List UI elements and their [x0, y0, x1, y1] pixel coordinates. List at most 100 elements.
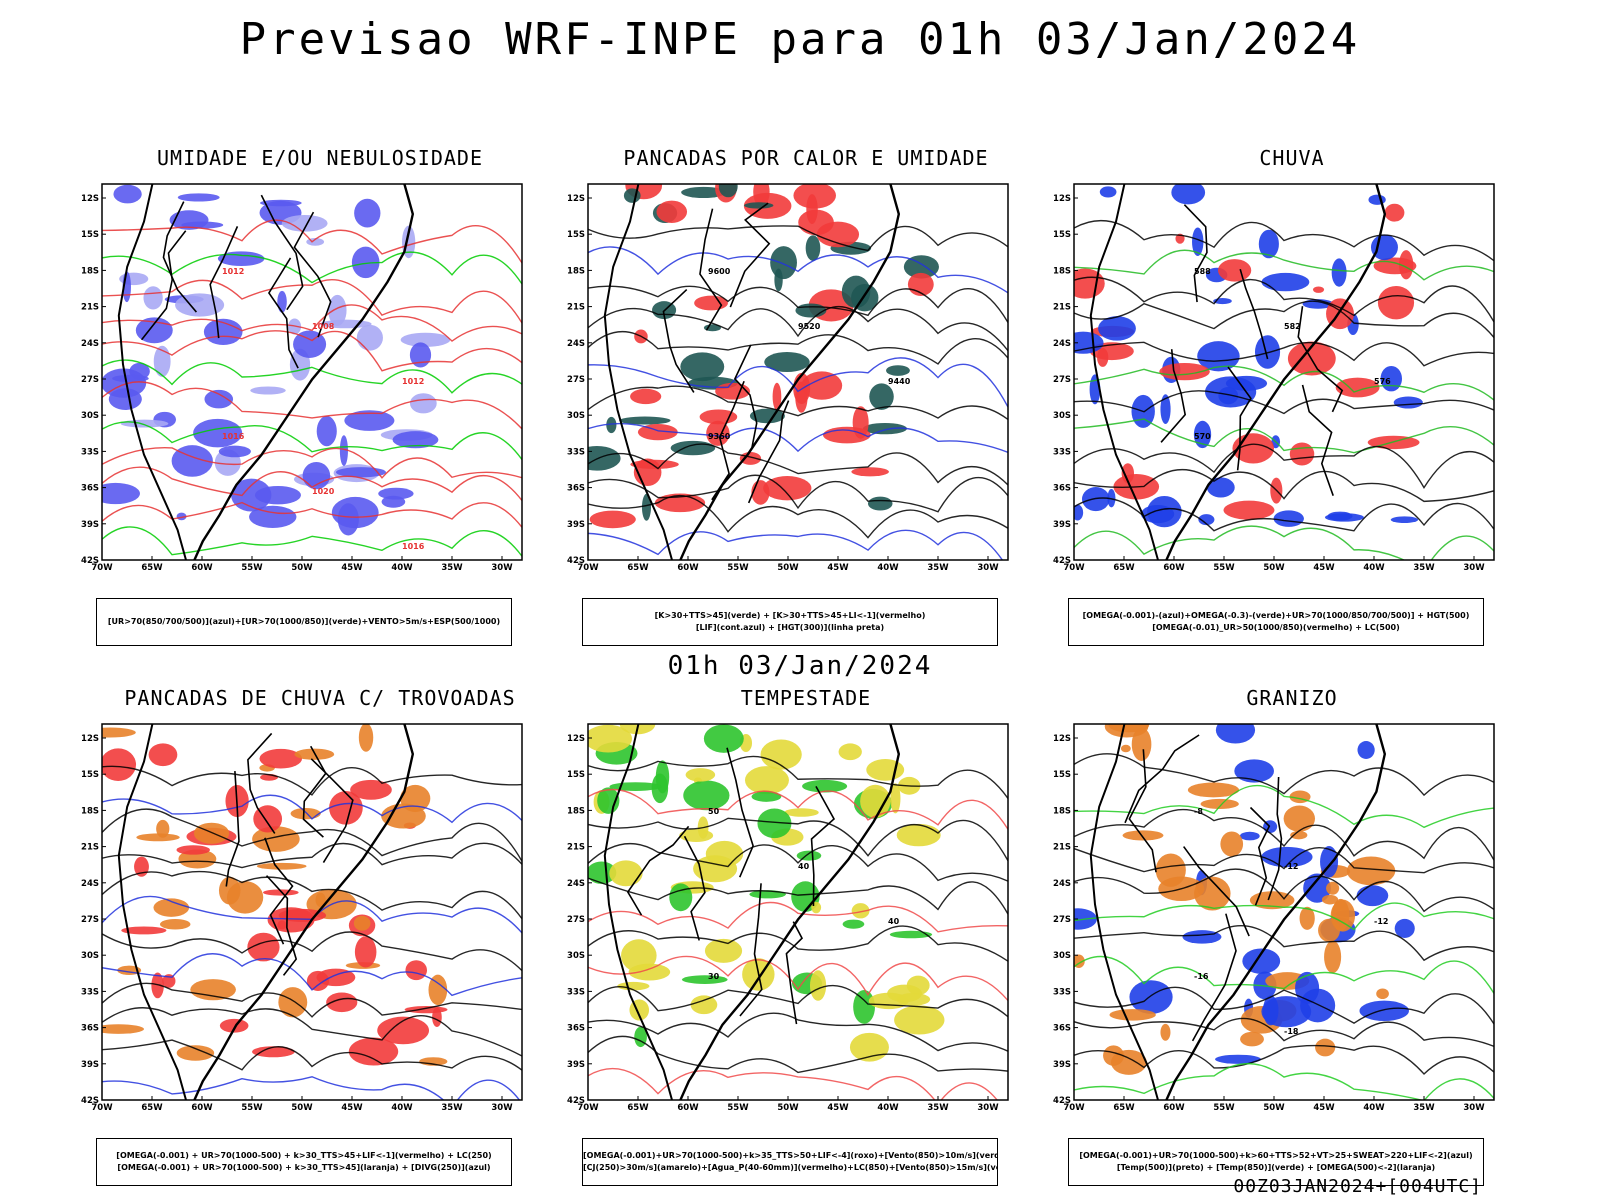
- lat-label: 42S: [567, 556, 585, 566]
- coastline-east: [1165, 184, 1387, 560]
- fill-region: [770, 246, 797, 280]
- fill-region: [609, 860, 643, 887]
- fill-region: [153, 345, 171, 377]
- lat-label: 21S: [1053, 843, 1071, 853]
- lon-label: 40W: [1363, 563, 1385, 573]
- fill-region: [252, 826, 300, 852]
- lat-label: 15S: [567, 230, 585, 240]
- coastline-west: [1089, 724, 1159, 1100]
- lat-label: 36S: [81, 1024, 99, 1034]
- fill-region: [694, 295, 728, 311]
- fill-region: [1225, 375, 1268, 391]
- lat-label: 42S: [1053, 1096, 1071, 1106]
- lat-label: 18S: [567, 806, 585, 816]
- fill-region: [867, 496, 893, 511]
- fill-region: [851, 903, 870, 919]
- lon-label: 65W: [141, 563, 163, 573]
- fill-region: [102, 1024, 144, 1034]
- fill-region: [641, 493, 651, 521]
- fill-region: [1217, 259, 1252, 282]
- fill-region: [193, 418, 243, 448]
- lat-label: 30S: [81, 951, 99, 961]
- lat-label: 36S: [1053, 1024, 1071, 1034]
- fill-region: [619, 416, 671, 425]
- fill-region: [1239, 831, 1260, 841]
- fill-region: [774, 268, 783, 292]
- contour-line: [102, 765, 522, 796]
- lon-label: 55W: [1213, 563, 1235, 573]
- lat-label: 30S: [81, 411, 99, 421]
- fill-region: [409, 393, 437, 414]
- fill-region: [405, 960, 428, 981]
- contour-line: [1074, 276, 1494, 323]
- state-border: [810, 786, 836, 907]
- fill-region: [656, 200, 688, 223]
- fill-region: [1263, 995, 1279, 1026]
- lon-label: 30W: [977, 563, 999, 573]
- state-border: [1124, 734, 1200, 824]
- fill-region: [143, 286, 163, 310]
- contour-label: 1016: [402, 542, 425, 551]
- lon-label: 70W: [577, 563, 599, 573]
- map-plot: 9600 9520 9440 9360 12S 15S 18S 21S 24S 27S 30S 33S…: [567, 183, 1009, 573]
- contour-label: 1020: [312, 487, 335, 496]
- lon-label: 65W: [627, 563, 649, 573]
- fill-region: [680, 352, 725, 382]
- lat-label: 33S: [1053, 447, 1071, 457]
- fill-region: [1220, 831, 1244, 857]
- fill-region: [250, 386, 286, 395]
- contour-line: [1074, 341, 1494, 367]
- fill-region: [621, 939, 657, 973]
- fill-region: [1254, 335, 1281, 369]
- fill-region: [1206, 477, 1235, 498]
- contour-line: [102, 359, 522, 394]
- fill-region: [1359, 1000, 1409, 1022]
- lat-label: 24S: [81, 879, 99, 889]
- lon-label: 60W: [1163, 1103, 1185, 1113]
- contour-line: [1074, 300, 1494, 338]
- fill-region: [1290, 830, 1308, 840]
- contour-line: [1074, 418, 1494, 454]
- lat-label: 24S: [1053, 879, 1071, 889]
- state-border: [162, 201, 198, 313]
- lat-label: 36S: [567, 484, 585, 494]
- panel-title: TEMPESTADE: [740, 686, 872, 710]
- contour-line: [588, 1035, 1008, 1074]
- contour-label: 570: [1194, 432, 1211, 441]
- contour-line: [588, 1012, 1008, 1052]
- fill-region: [851, 467, 889, 477]
- lon-label: 30W: [1463, 563, 1485, 573]
- fill-region: [896, 823, 941, 847]
- fill-region: [176, 1045, 215, 1061]
- fill-region: [400, 332, 451, 347]
- fill-region: [1299, 906, 1315, 930]
- fill-region: [757, 808, 792, 839]
- contour-line: [588, 1067, 998, 1100]
- fill-region: [679, 829, 714, 842]
- lat-label: 21S: [567, 303, 585, 313]
- lat-label: 30S: [567, 951, 585, 961]
- contour-line: [102, 953, 522, 997]
- state-border: [1128, 749, 1157, 873]
- contour-line: [102, 304, 522, 342]
- fill-region: [1373, 257, 1417, 275]
- fill-region: [120, 419, 169, 428]
- contour-label: 9360: [708, 432, 731, 441]
- lat-label: 27S: [81, 915, 99, 925]
- fill-region: [704, 938, 743, 963]
- state-border: [1239, 268, 1269, 360]
- fill-region: [1103, 1045, 1124, 1066]
- lon-label: 50W: [1263, 1103, 1285, 1113]
- fill-region: [681, 975, 728, 984]
- lat-label: 18S: [1053, 806, 1071, 816]
- fill-region: [894, 1005, 945, 1035]
- fill-region: [277, 920, 287, 930]
- contour-line: [1074, 784, 1494, 829]
- lon-label: 60W: [1163, 563, 1185, 573]
- fill-region: [853, 989, 876, 1024]
- fill-region: [329, 791, 363, 825]
- contour-label: 1012: [222, 267, 244, 276]
- lat-label: 15S: [81, 230, 99, 240]
- coastline-east: [679, 184, 901, 560]
